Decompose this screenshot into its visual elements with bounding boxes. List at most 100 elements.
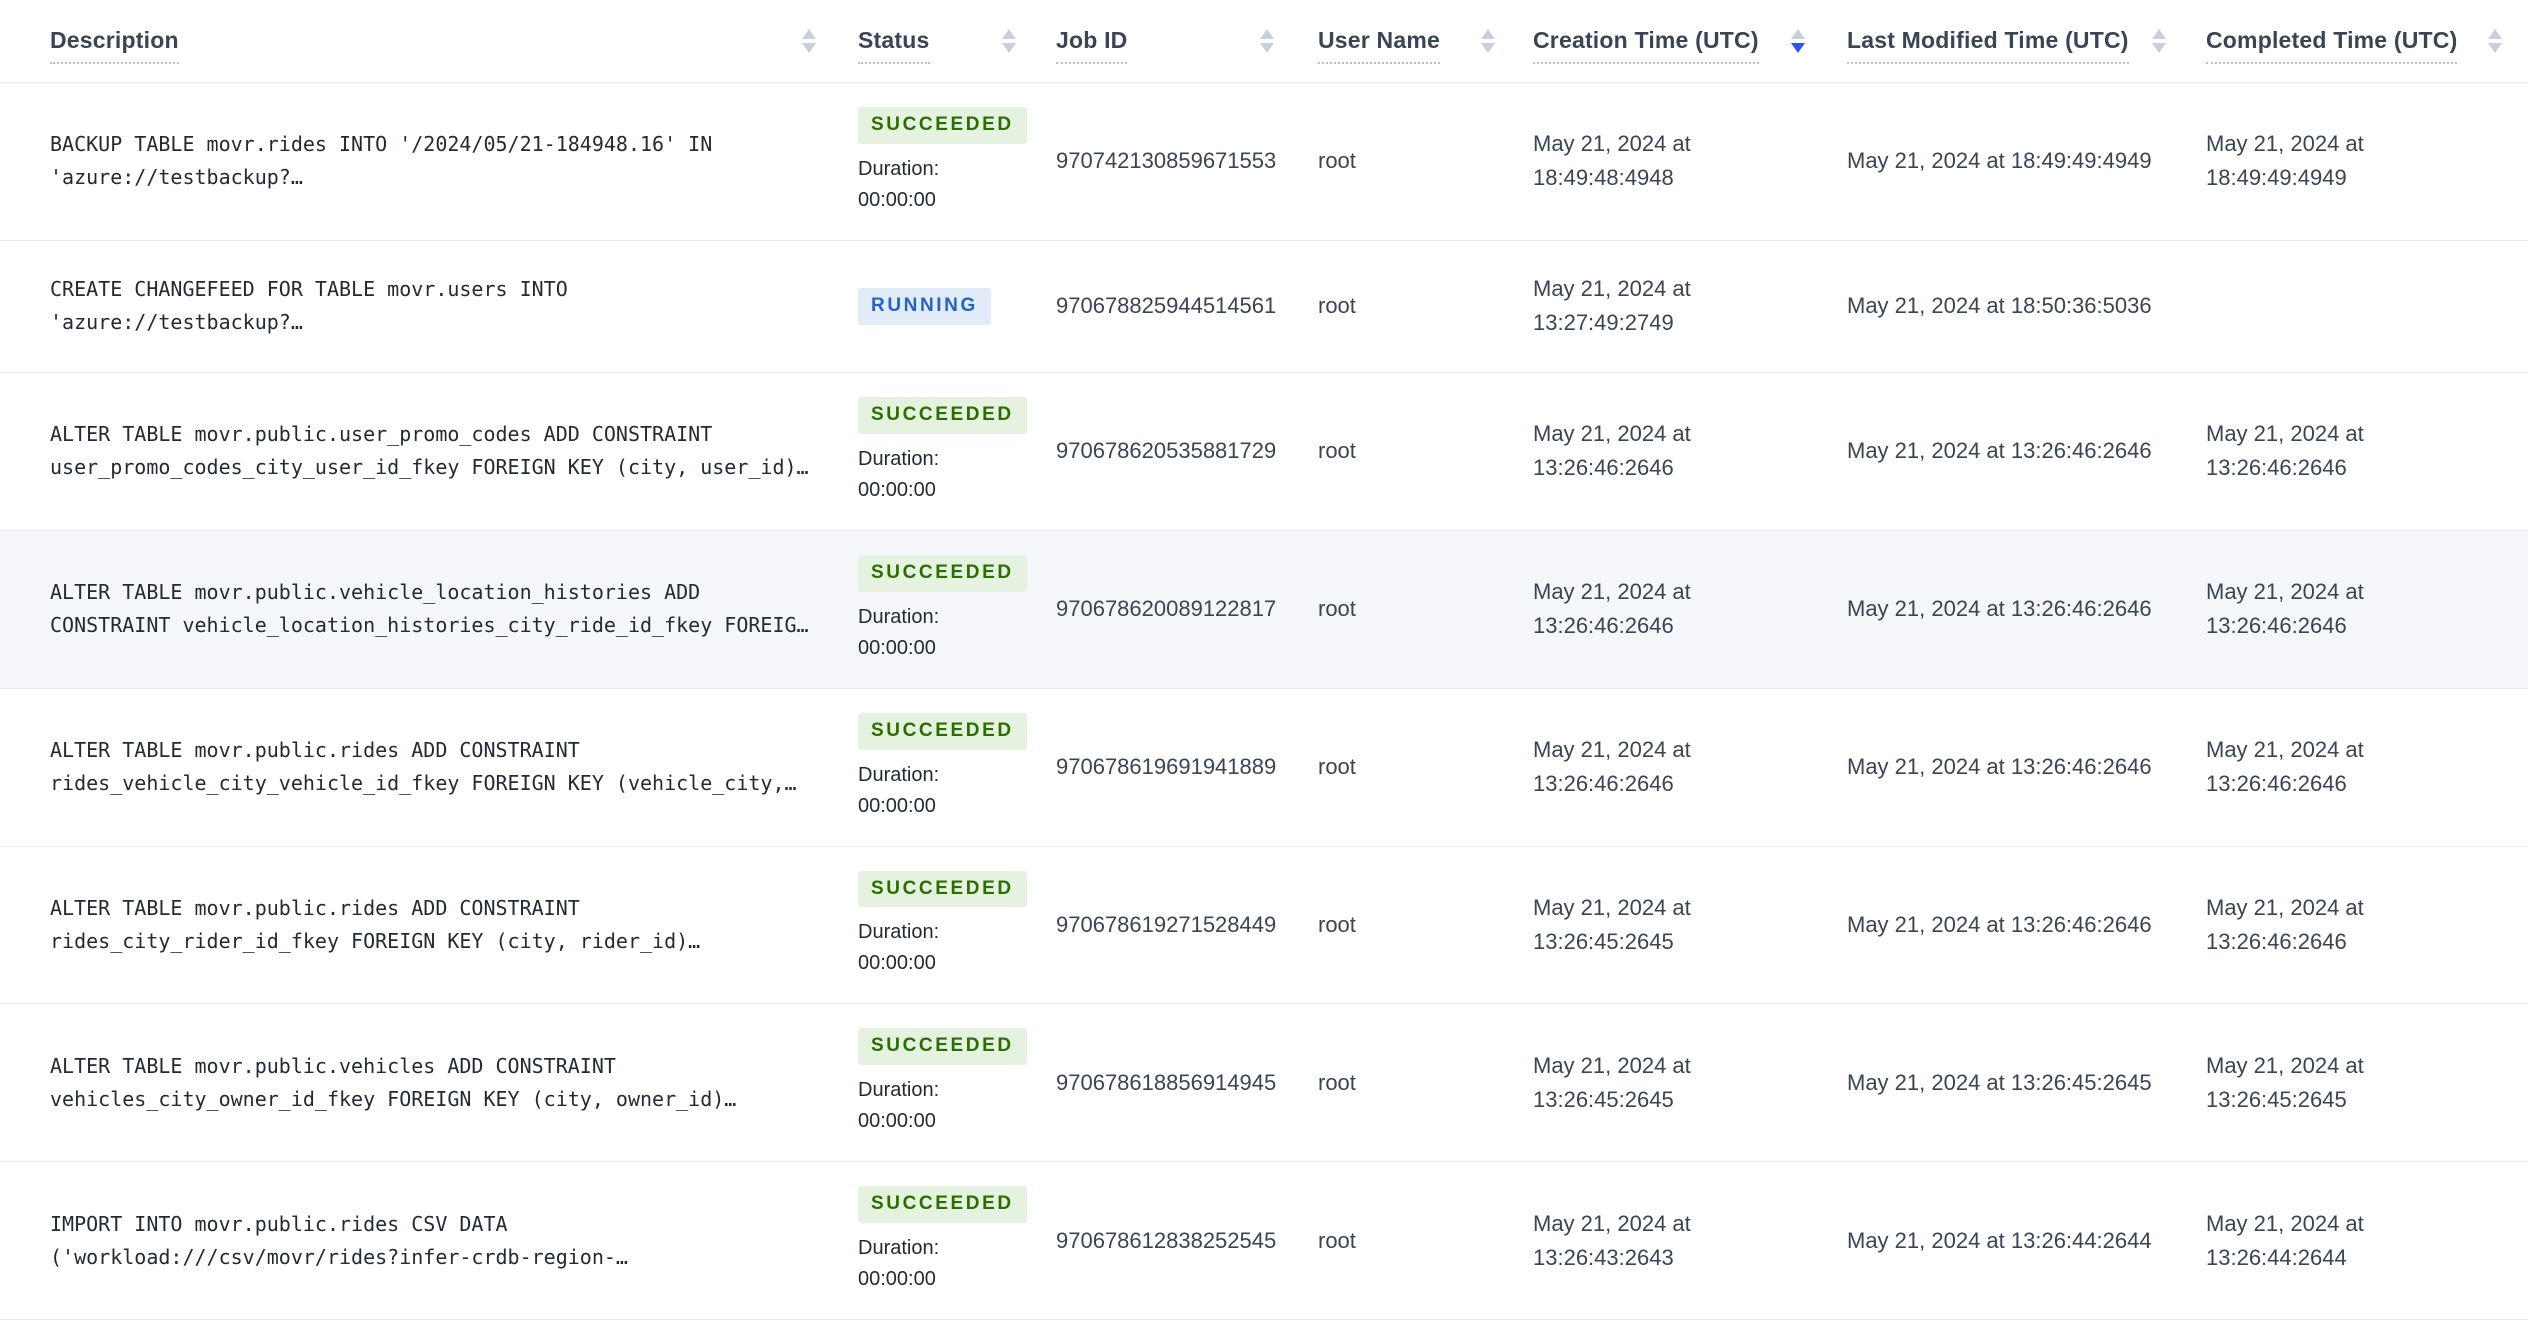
column-header-label[interactable]: Status xyxy=(858,27,930,65)
creation-time: May 21, 2024 at 18:49:48:4948 xyxy=(1533,131,1691,191)
creation-time-cell: May 21, 2024 at 13:26:43:2643 xyxy=(1533,1207,1847,1275)
column-header-job-id[interactable]: Job ID xyxy=(1056,0,1318,82)
column-header-completed-time-utc[interactable]: Completed Time (UTC) xyxy=(2206,0,2528,82)
completed-time-cell: May 21, 2024 at 13:26:46:2646 xyxy=(2206,417,2528,485)
job-id: 970678620089122817 xyxy=(1056,596,1277,622)
column-header-label[interactable]: Creation Time (UTC) xyxy=(1533,27,1759,65)
sort-down-arrow-icon[interactable] xyxy=(1002,43,1016,53)
user-name: root xyxy=(1318,596,1356,622)
job-description[interactable]: BACKUP TABLE movr.rides INTO '/2024/05/2… xyxy=(50,132,713,190)
sort-icon[interactable] xyxy=(1791,29,1805,53)
duration-value: 00:00:00 xyxy=(858,188,936,211)
column-header-label[interactable]: Job ID xyxy=(1056,27,1128,65)
duration-label: Duration: xyxy=(858,447,940,470)
last-modified-time-cell: May 21, 2024 at 13:26:44:2644 xyxy=(1847,1224,2206,1258)
job-description[interactable]: ALTER TABLE movr.public.vehicle_location… xyxy=(50,580,809,638)
job-id: 970678618856914945 xyxy=(1056,1069,1277,1095)
completed-time-cell: May 21, 2024 at 18:49:49:4949 xyxy=(2206,127,2528,195)
status-cell: SUCCEEDED Duration: 00:00:00 xyxy=(858,1186,1056,1295)
job-id-cell: 970742130859671553 xyxy=(1056,144,1318,178)
job-id-cell: 970678619271528449 xyxy=(1056,908,1318,942)
job-id: 970678612838252545 xyxy=(1056,1227,1277,1253)
sort-up-arrow-icon[interactable] xyxy=(2152,29,2166,39)
column-header-label[interactable]: Last Modified Time (UTC) xyxy=(1847,27,2129,65)
duration-value: 00:00:00 xyxy=(858,1268,936,1291)
column-header-label[interactable]: Description xyxy=(50,27,179,65)
job-id: 970678619691941889 xyxy=(1056,754,1277,780)
sort-up-arrow-icon[interactable] xyxy=(1481,29,1495,39)
sort-down-arrow-icon[interactable] xyxy=(802,43,816,53)
duration-label: Duration: xyxy=(858,763,940,786)
description-cell[interactable]: ALTER TABLE movr.public.rides ADD CONSTR… xyxy=(0,734,858,800)
description-cell[interactable]: ALTER TABLE movr.public.vehicle_location… xyxy=(0,576,858,642)
job-description[interactable]: ALTER TABLE movr.public.rides ADD CONSTR… xyxy=(50,738,797,796)
sort-icon[interactable] xyxy=(1481,29,1495,53)
job-id-cell: 970678620535881729 xyxy=(1056,434,1318,468)
creation-time: May 21, 2024 at 13:27:49:2749 xyxy=(1533,276,1691,336)
creation-time-cell: May 21, 2024 at 13:26:45:2645 xyxy=(1533,1049,1847,1117)
status-badge: SUCCEEDED xyxy=(858,554,1027,592)
completed-time-cell: May 21, 2024 at 13:26:45:2645 xyxy=(2206,1049,2528,1117)
duration-value: 00:00:00 xyxy=(858,478,936,501)
job-description[interactable]: CREATE CHANGEFEED FOR TABLE movr.users I… xyxy=(50,277,568,335)
sort-down-arrow-icon[interactable] xyxy=(1791,43,1805,53)
creation-time: May 21, 2024 at 13:26:45:2645 xyxy=(1533,1052,1691,1112)
sort-up-arrow-icon[interactable] xyxy=(1791,29,1805,39)
table-body: BACKUP TABLE movr.rides INTO '/2024/05/2… xyxy=(0,83,2528,1320)
job-description[interactable]: IMPORT INTO movr.public.rides CSV DATA (… xyxy=(50,1211,628,1269)
sort-icon[interactable] xyxy=(802,29,816,53)
status-badge: SUCCEEDED xyxy=(858,107,1027,144)
last-modified-time: May 21, 2024 at 13:26:45:2645 xyxy=(1847,1069,2152,1095)
job-description[interactable]: ALTER TABLE movr.public.rides ADD CONSTR… xyxy=(50,896,701,953)
creation-time-cell: May 21, 2024 at 13:26:46:2646 xyxy=(1533,733,1847,801)
sort-icon[interactable] xyxy=(1260,29,1274,53)
column-header-last-modified-time-utc[interactable]: Last Modified Time (UTC) xyxy=(1847,0,2206,82)
completed-time: May 21, 2024 at 13:26:46:2646 xyxy=(2206,421,2364,481)
table-row[interactable]: ALTER TABLE movr.public.rides ADD CONSTR… xyxy=(0,689,2528,847)
job-duration: Duration: 00:00:00 xyxy=(858,444,939,506)
description-cell[interactable]: ALTER TABLE movr.public.vehicles ADD CON… xyxy=(0,1050,858,1116)
description-cell[interactable]: CREATE CHANGEFEED FOR TABLE movr.users I… xyxy=(0,273,858,339)
table-row[interactable]: ALTER TABLE movr.public.rides ADD CONSTR… xyxy=(0,847,2528,1005)
status-badge: SUCCEEDED xyxy=(858,396,1027,434)
description-cell[interactable]: ALTER TABLE movr.public.rides ADD CONSTR… xyxy=(0,892,858,958)
table-row[interactable]: CREATE CHANGEFEED FOR TABLE movr.users I… xyxy=(0,241,2528,373)
last-modified-time-cell: May 21, 2024 at 18:50:36:5036 xyxy=(1847,289,2206,323)
sort-up-arrow-icon[interactable] xyxy=(802,29,816,39)
sort-down-arrow-icon[interactable] xyxy=(1260,43,1274,53)
sort-down-arrow-icon[interactable] xyxy=(1481,43,1495,53)
column-header-label[interactable]: Completed Time (UTC) xyxy=(2206,27,2458,65)
user-name-cell: root xyxy=(1318,144,1533,178)
table-row[interactable]: IMPORT INTO movr.public.rides CSV DATA (… xyxy=(0,1162,2528,1320)
sort-down-arrow-icon[interactable] xyxy=(2152,43,2166,53)
sort-up-arrow-icon[interactable] xyxy=(2488,29,2502,39)
column-header-creation-time-utc[interactable]: Creation Time (UTC) xyxy=(1533,0,1847,82)
sort-up-arrow-icon[interactable] xyxy=(1260,29,1274,39)
creation-time-cell: May 21, 2024 at 13:26:45:2645 xyxy=(1533,891,1847,959)
status-cell: RUNNING xyxy=(858,287,1056,325)
column-header-description[interactable]: Description xyxy=(0,0,858,82)
sort-icon[interactable] xyxy=(2488,29,2502,53)
job-description[interactable]: ALTER TABLE movr.public.vehicles ADD CON… xyxy=(50,1053,737,1111)
table-row[interactable]: ALTER TABLE movr.public.vehicles ADD CON… xyxy=(0,1004,2528,1163)
column-header-status[interactable]: Status xyxy=(858,0,1056,82)
column-header-label[interactable]: User Name xyxy=(1318,27,1440,65)
table-row[interactable]: BACKUP TABLE movr.rides INTO '/2024/05/2… xyxy=(0,83,2528,241)
status-cell: SUCCEEDED Duration: 00:00:00 xyxy=(858,396,1056,506)
last-modified-time-cell: May 21, 2024 at 13:26:45:2645 xyxy=(1847,1066,2206,1100)
description-cell[interactable]: ALTER TABLE movr.public.user_promo_codes… xyxy=(0,418,858,484)
last-modified-time: May 21, 2024 at 13:26:46:2646 xyxy=(1847,912,2152,937)
job-duration: Duration: 00:00:00 xyxy=(858,154,939,216)
sort-icon[interactable] xyxy=(1002,29,1016,53)
sort-up-arrow-icon[interactable] xyxy=(1002,29,1016,39)
column-header-user-name[interactable]: User Name xyxy=(1318,0,1533,82)
sort-icon[interactable] xyxy=(2152,29,2166,53)
table-row[interactable]: ALTER TABLE movr.public.vehicle_location… xyxy=(0,530,2528,689)
description-cell[interactable]: BACKUP TABLE movr.rides INTO '/2024/05/2… xyxy=(0,128,858,194)
job-description[interactable]: ALTER TABLE movr.public.user_promo_codes… xyxy=(50,422,809,480)
table-row[interactable]: ALTER TABLE movr.public.user_promo_codes… xyxy=(0,373,2528,531)
description-cell[interactable]: IMPORT INTO movr.public.rides CSV DATA (… xyxy=(0,1208,858,1274)
status-cell: SUCCEEDED Duration: 00:00:00 xyxy=(858,107,1056,216)
sort-down-arrow-icon[interactable] xyxy=(2488,43,2502,53)
user-name: root xyxy=(1318,148,1356,174)
